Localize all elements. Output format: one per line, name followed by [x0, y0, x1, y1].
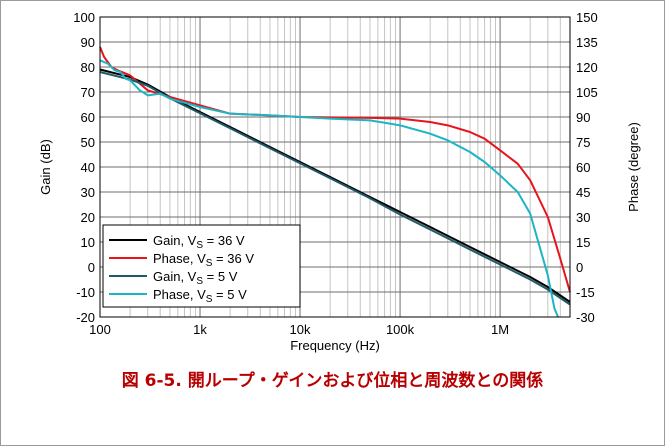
series-line-2: [99, 46, 571, 293]
legend-label-3: Gain, VS = 5 V: [153, 269, 238, 287]
y-tick-label: 100: [73, 10, 95, 25]
y-tick-label: 90: [81, 35, 95, 50]
y2-tick-label: 150: [576, 10, 598, 25]
figure-caption: 図 6-5. 開ループ・ゲインおよび位相と周波数との関係: [121, 371, 544, 391]
y2-tick-label: 45: [576, 185, 590, 200]
y2-tick-label: -30: [576, 310, 595, 325]
y2-tick-label: 105: [576, 85, 598, 100]
y-tick-label: 40: [81, 160, 95, 175]
x-axis-title: Frequency (Hz): [290, 338, 380, 353]
y-tick-label: 0: [88, 260, 95, 275]
y2-tick-label: 0: [576, 260, 583, 275]
x-tick-label: 100k: [386, 322, 415, 337]
series-line-4: [99, 59, 559, 318]
y-tick-label: -10: [76, 285, 95, 300]
y2-tick-label: 75: [576, 135, 590, 150]
y-tick-label: 70: [81, 85, 95, 100]
y-tick-label: 50: [81, 135, 95, 150]
legend-label-1: Gain, VS = 36 V: [153, 233, 245, 251]
legend-label-2: Phase, VS = 36 V: [153, 251, 254, 269]
y-tick-label: -20: [76, 310, 95, 325]
legend-label-4: Phase, VS = 5 V: [153, 287, 247, 305]
y-tick-label: 80: [81, 60, 95, 75]
y2-axis-title: Phase (degree): [626, 122, 641, 212]
x-tick-label: 100: [89, 322, 111, 337]
series-line-1: [99, 68, 571, 303]
y-tick-label: 30: [81, 185, 95, 200]
plot-border: [99, 16, 571, 318]
y-tick-label: 60: [81, 110, 95, 125]
x-tick-label: 1M: [491, 322, 509, 337]
x-tick-label: 10k: [290, 322, 311, 337]
y-tick-label: 10: [81, 235, 95, 250]
x-tick-label: 1k: [193, 322, 207, 337]
y2-tick-label: 90: [576, 110, 590, 125]
y2-tick-label: -15: [576, 285, 595, 300]
y2-tick-label: 30: [576, 210, 590, 225]
gain-phase-chart: 100 1k 10k 100k 1M -20 -10 0 10 20 30 40 50 60 70 80 90 1…: [38, 10, 641, 353]
y2-tick-label: 15: [576, 235, 590, 250]
y-axis-title: Gain (dB): [38, 139, 53, 195]
y2-tick-label: 120: [576, 60, 598, 75]
y2-tick-label: 60: [576, 160, 590, 175]
y-tick-label: 20: [81, 210, 95, 225]
y2-tick-label: 135: [576, 35, 598, 50]
